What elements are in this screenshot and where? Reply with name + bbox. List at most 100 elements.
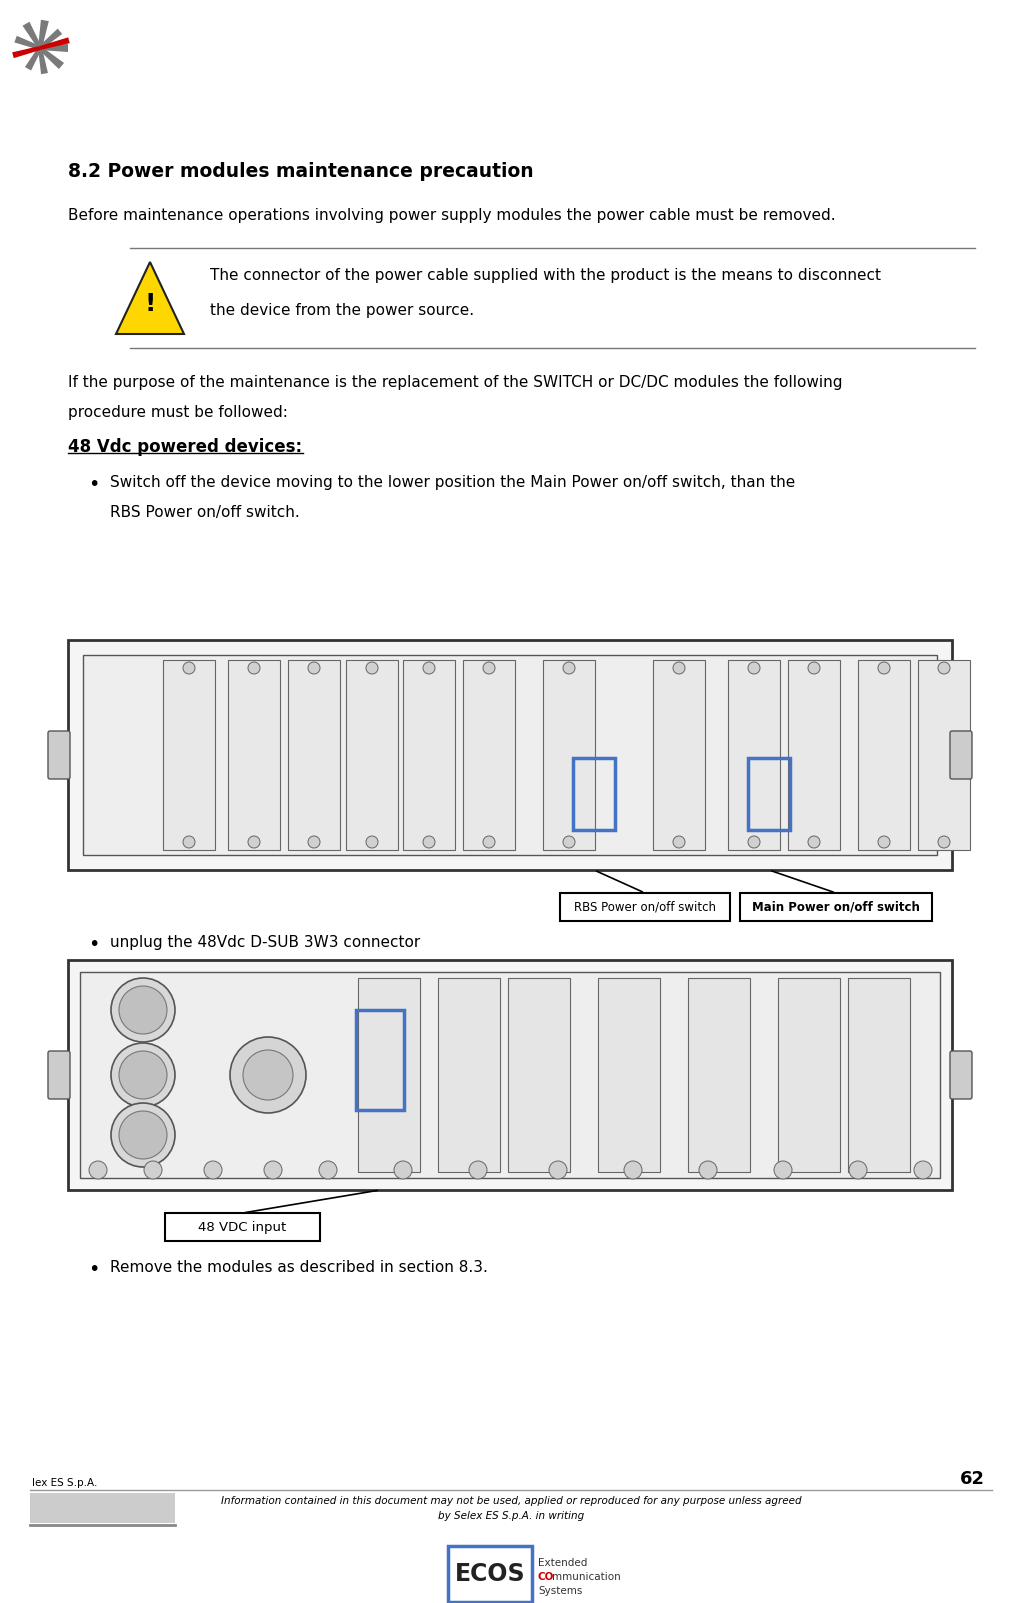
Polygon shape — [14, 35, 41, 50]
Polygon shape — [40, 37, 69, 50]
Circle shape — [938, 837, 950, 848]
FancyBboxPatch shape — [68, 640, 953, 870]
Circle shape — [808, 662, 820, 673]
Circle shape — [423, 837, 435, 848]
Circle shape — [748, 837, 760, 848]
Circle shape — [699, 1161, 717, 1178]
FancyBboxPatch shape — [598, 978, 660, 1172]
Circle shape — [483, 662, 495, 673]
Polygon shape — [39, 46, 64, 69]
Circle shape — [878, 837, 890, 848]
Circle shape — [423, 662, 435, 673]
FancyBboxPatch shape — [228, 660, 280, 850]
FancyBboxPatch shape — [688, 978, 750, 1172]
FancyBboxPatch shape — [288, 660, 340, 850]
Text: Switch off the device moving to the lower position the Main Power on/off switch,: Switch off the device moving to the lowe… — [110, 474, 795, 491]
Polygon shape — [117, 261, 184, 333]
Text: procedure must be followed:: procedure must be followed: — [68, 406, 288, 420]
FancyBboxPatch shape — [543, 660, 595, 850]
Text: 48 VDC input: 48 VDC input — [198, 1220, 286, 1233]
Circle shape — [914, 1161, 932, 1178]
FancyBboxPatch shape — [463, 660, 515, 850]
Circle shape — [119, 986, 167, 1034]
Circle shape — [938, 662, 950, 673]
Text: 62: 62 — [960, 1470, 985, 1488]
Circle shape — [89, 1161, 107, 1178]
Text: Main Power on/off switch: Main Power on/off switch — [752, 901, 920, 914]
Circle shape — [748, 662, 760, 673]
FancyBboxPatch shape — [950, 731, 972, 779]
FancyBboxPatch shape — [80, 971, 940, 1178]
Circle shape — [549, 1161, 567, 1178]
Circle shape — [878, 662, 890, 673]
FancyBboxPatch shape — [438, 978, 500, 1172]
FancyBboxPatch shape — [403, 660, 455, 850]
FancyBboxPatch shape — [560, 893, 730, 922]
FancyBboxPatch shape — [508, 978, 570, 1172]
Circle shape — [248, 837, 260, 848]
Polygon shape — [38, 19, 49, 48]
Circle shape — [774, 1161, 792, 1178]
FancyBboxPatch shape — [448, 1545, 532, 1601]
FancyBboxPatch shape — [162, 660, 215, 850]
Circle shape — [248, 662, 260, 673]
FancyBboxPatch shape — [848, 978, 910, 1172]
Text: Information contained in this document may not be used, applied or reproduced fo: Information contained in this document m… — [221, 1496, 801, 1505]
Text: Extended: Extended — [538, 1558, 588, 1568]
Circle shape — [144, 1161, 162, 1178]
Text: ECOS: ECOS — [455, 1561, 525, 1585]
Text: •: • — [88, 1260, 99, 1279]
FancyBboxPatch shape — [728, 660, 780, 850]
FancyBboxPatch shape — [858, 660, 910, 850]
Text: Before maintenance operations involving power supply modules the power cable mus: Before maintenance operations involving … — [68, 208, 836, 223]
FancyBboxPatch shape — [950, 1052, 972, 1100]
Circle shape — [673, 662, 685, 673]
FancyBboxPatch shape — [918, 660, 970, 850]
Text: CO: CO — [538, 1573, 554, 1582]
Circle shape — [469, 1161, 487, 1178]
Text: the device from the power source.: the device from the power source. — [210, 303, 474, 317]
FancyBboxPatch shape — [358, 978, 420, 1172]
Circle shape — [119, 1052, 167, 1100]
FancyBboxPatch shape — [778, 978, 840, 1172]
Text: Remove the modules as described in section 8.3.: Remove the modules as described in secti… — [110, 1260, 487, 1274]
Circle shape — [563, 837, 575, 848]
FancyBboxPatch shape — [68, 960, 953, 1189]
Text: mmunication: mmunication — [552, 1573, 620, 1582]
Circle shape — [264, 1161, 282, 1178]
Circle shape — [673, 837, 685, 848]
FancyBboxPatch shape — [30, 1492, 175, 1523]
Circle shape — [483, 837, 495, 848]
FancyBboxPatch shape — [83, 656, 937, 854]
FancyBboxPatch shape — [48, 1052, 69, 1100]
Circle shape — [366, 837, 378, 848]
Circle shape — [243, 1050, 293, 1100]
Text: unplug the 48Vdc D-SUB 3W3 connector: unplug the 48Vdc D-SUB 3W3 connector — [110, 935, 420, 951]
Text: 8.2 Power modules maintenance precaution: 8.2 Power modules maintenance precaution — [68, 162, 533, 181]
FancyBboxPatch shape — [788, 660, 840, 850]
FancyBboxPatch shape — [653, 660, 705, 850]
Polygon shape — [25, 46, 42, 71]
Circle shape — [111, 1044, 175, 1108]
Text: 48 Vdc powered devices:: 48 Vdc powered devices: — [68, 438, 303, 455]
Circle shape — [366, 662, 378, 673]
Text: Systems: Systems — [538, 1585, 583, 1597]
Polygon shape — [38, 48, 48, 74]
FancyBboxPatch shape — [165, 1213, 320, 1241]
Polygon shape — [40, 43, 68, 51]
Text: The connector of the power cable supplied with the product is the means to disco: The connector of the power cable supplie… — [210, 268, 881, 284]
Text: If the purpose of the maintenance is the replacement of the SWITCH or DC/DC modu: If the purpose of the maintenance is the… — [68, 375, 842, 390]
Circle shape — [230, 1037, 306, 1112]
Circle shape — [394, 1161, 412, 1178]
FancyBboxPatch shape — [48, 731, 69, 779]
Circle shape — [563, 662, 575, 673]
Text: •: • — [88, 935, 99, 954]
Circle shape — [624, 1161, 642, 1178]
Circle shape — [119, 1111, 167, 1159]
Text: lex ES S.p.A.: lex ES S.p.A. — [32, 1478, 97, 1488]
FancyBboxPatch shape — [740, 893, 932, 922]
Circle shape — [183, 662, 195, 673]
Polygon shape — [39, 29, 62, 50]
Polygon shape — [22, 22, 42, 50]
Text: by Selex ES S.p.A. in writing: by Selex ES S.p.A. in writing — [437, 1512, 585, 1521]
